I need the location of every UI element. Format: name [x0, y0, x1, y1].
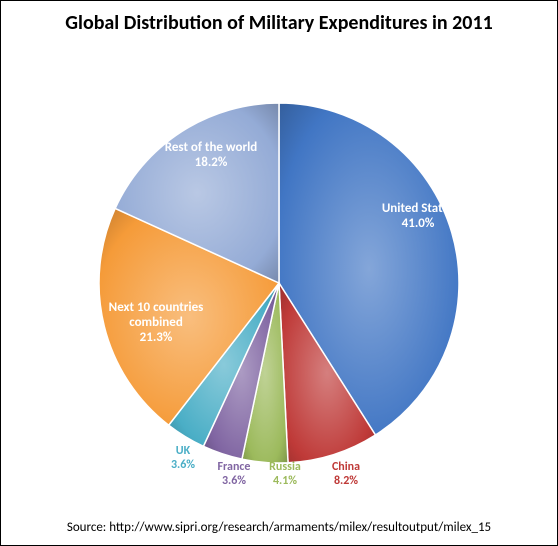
pie-chart: [0, 1, 558, 546]
source-text: Source: http://www.sipri.org/research/ar…: [1, 520, 557, 535]
pie-svg: [0, 1, 558, 546]
chart-frame: Global Distribution of Military Expendit…: [0, 0, 558, 546]
